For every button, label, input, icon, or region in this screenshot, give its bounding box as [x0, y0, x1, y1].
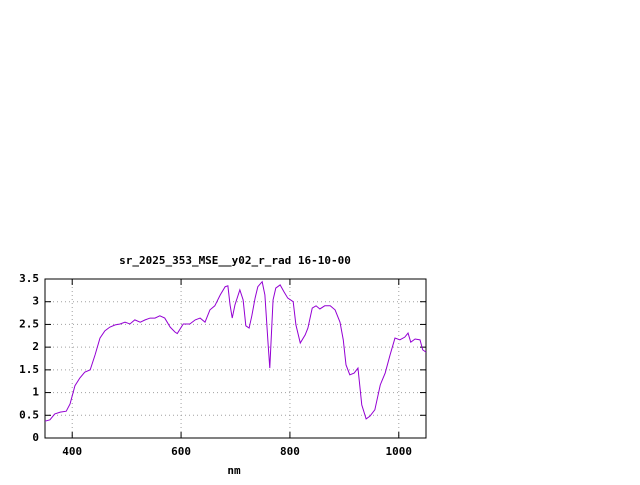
x-tick-label: 800 — [280, 445, 300, 458]
y-tick-label: 0 — [32, 431, 39, 444]
plot-border — [44, 278, 427, 439]
y-tick-label: 0.5 — [19, 408, 39, 421]
x-tick-label: 600 — [171, 445, 191, 458]
x-axis-label: nm — [227, 464, 241, 477]
y-tick-label: 2 — [32, 340, 39, 353]
chart-title: sr_2025_353_MSE__y02_r_rad 16-10-00 — [119, 254, 351, 267]
y-tick-label: 1 — [32, 386, 39, 399]
y-tick-label: 2.5 — [19, 317, 39, 330]
y-tick-label: 3.5 — [19, 272, 39, 285]
x-tick-label: 1000 — [386, 445, 413, 458]
y-tick-label: 3 — [32, 295, 39, 308]
x-tick-label: 400 — [62, 445, 82, 458]
y-tick-label: 1.5 — [19, 363, 39, 376]
data-line — [44, 280, 427, 422]
